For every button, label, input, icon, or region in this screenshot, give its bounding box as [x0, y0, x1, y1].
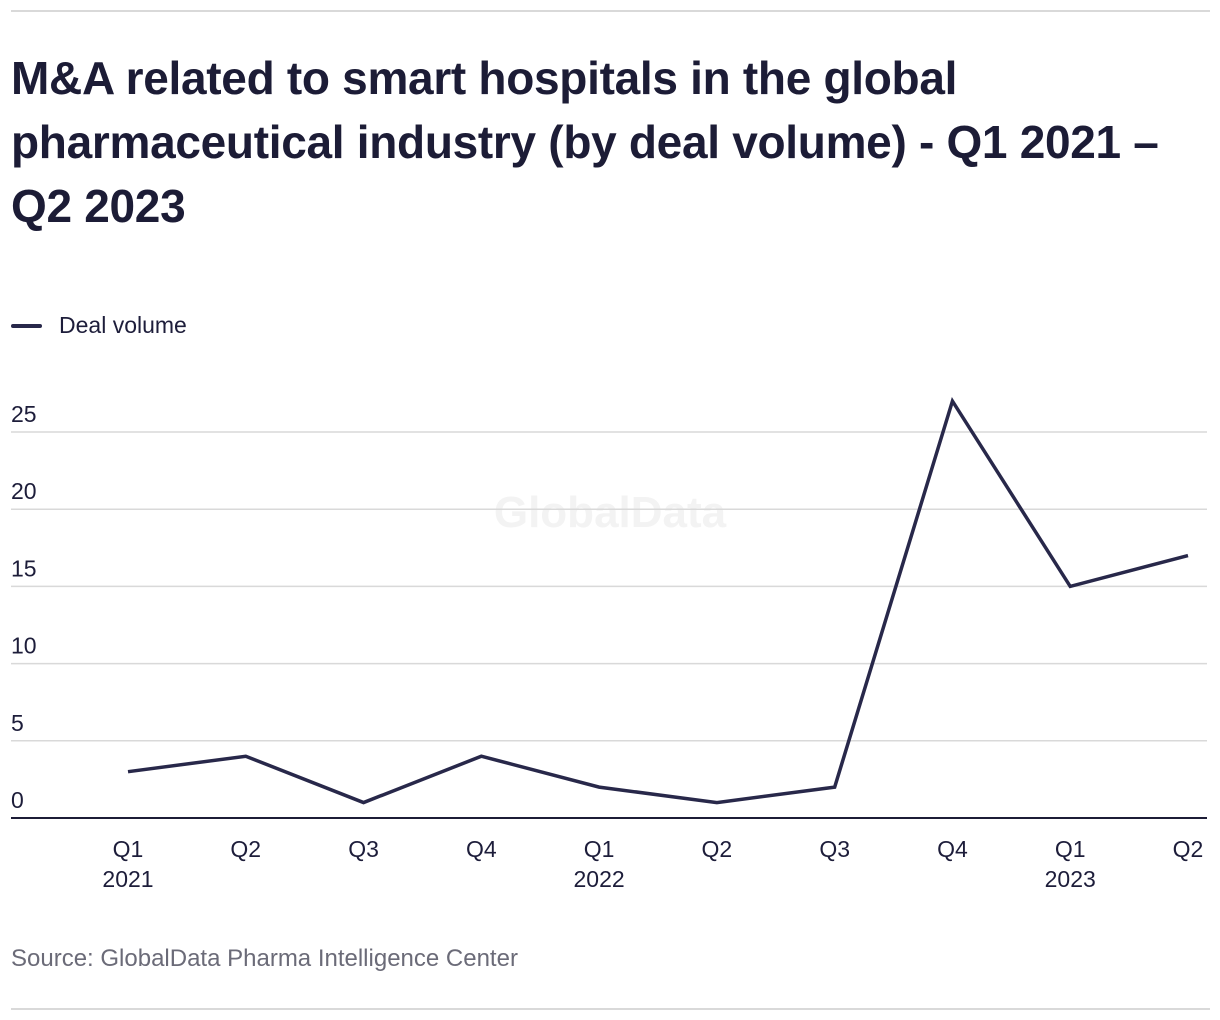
- data-point-0[interactable]: [122, 766, 134, 778]
- data-point-4[interactable]: [593, 781, 605, 793]
- chart-title: M&A related to smart hospitals in the gl…: [11, 52, 1159, 232]
- data-point-7[interactable]: [946, 395, 958, 407]
- x-tick-label-5: Q2: [702, 836, 733, 862]
- source-note: Source: GlobalData Pharma Intelligence C…: [11, 945, 518, 972]
- x-tick-label-3: Q4: [466, 836, 497, 862]
- x-tick-label-4: Q1: [584, 836, 615, 862]
- data-point-3[interactable]: [475, 750, 487, 762]
- x-tick-label-6: Q3: [819, 836, 850, 862]
- x-tick-label-8: Q1: [1055, 836, 1086, 862]
- x-tick-year-label-0: 2021: [102, 866, 153, 892]
- data-point-9[interactable]: [1182, 550, 1194, 562]
- series-line-deal-volume: [127, 396, 1189, 805]
- legend-swatch-deal-volume: [11, 323, 42, 328]
- gridlines: [11, 431, 1207, 742]
- x-tick-label-9: Q2: [1173, 836, 1204, 862]
- y-tick-label-10: 10: [11, 633, 37, 659]
- data-point-6[interactable]: [829, 781, 841, 793]
- bottom-divider: [11, 1008, 1210, 1010]
- y-tick-label-25: 25: [11, 401, 37, 427]
- x-tick-label-0: Q1: [113, 836, 144, 862]
- data-point-1[interactable]: [240, 750, 252, 762]
- legend-label-deal-volume: Deal volume: [59, 312, 187, 338]
- x-tick-label-7: Q4: [937, 836, 968, 862]
- data-point-5[interactable]: [711, 797, 723, 809]
- top-divider: [11, 10, 1210, 12]
- x-tick-year-label-8: 2023: [1045, 866, 1096, 892]
- y-tick-label-20: 20: [11, 478, 37, 504]
- x-tick-year-label-4: 2022: [574, 866, 625, 892]
- y-axis-ticks: 0 5 10 15 20 25: [11, 401, 37, 813]
- series-deal-volume: [122, 395, 1194, 809]
- x-tick-label-1: Q2: [230, 836, 261, 862]
- x-tick-label-2: Q3: [348, 836, 379, 862]
- legend: Deal volume: [11, 312, 187, 339]
- y-tick-label-0: 0: [11, 787, 24, 813]
- watermark: GlobalData: [494, 488, 727, 537]
- data-point-2[interactable]: [358, 797, 370, 809]
- y-tick-label-5: 5: [11, 710, 24, 736]
- x-axis-ticks: Q1 2021 Q2 Q3 Q4 Q1 2022 Q2 Q3 Q4 Q1 2023 Q2: [102, 836, 1203, 892]
- data-point-8[interactable]: [1064, 580, 1076, 592]
- y-tick-label-15: 15: [11, 555, 37, 581]
